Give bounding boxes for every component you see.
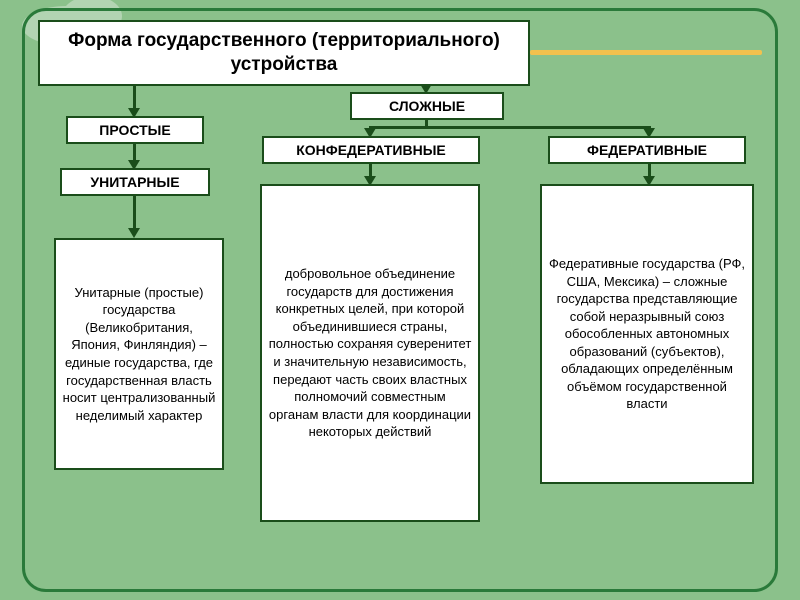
connector (370, 126, 650, 129)
confederative-desc-box: добровольное объединение государств для … (260, 184, 480, 522)
unitary-label: УНИТАРНЫЕ (90, 174, 179, 190)
confederative-label-box: КОНФЕДЕРАТИВНЫЕ (262, 136, 480, 164)
connector (133, 196, 136, 230)
federative-desc-box: Федеративные государства (РФ, США, Мекси… (540, 184, 754, 484)
unitary-desc: Унитарные (простые) государства (Великоб… (62, 284, 216, 424)
complex-label-box: СЛОЖНЫЕ (350, 92, 504, 120)
federative-desc: Федеративные государства (РФ, США, Мекси… (548, 255, 746, 413)
confederative-label: КОНФЕДЕРАТИВНЫЕ (296, 142, 446, 158)
title-text: Форма государственного (территориального… (46, 29, 522, 77)
title-box: Форма государственного (территориального… (38, 20, 530, 86)
unitary-label-box: УНИТАРНЫЕ (60, 168, 210, 196)
federative-label: ФЕДЕРАТИВНЫЕ (587, 142, 707, 158)
connector (425, 120, 428, 128)
arrow-down-icon (128, 228, 140, 238)
accent-line (530, 50, 762, 55)
simple-label-box: ПРОСТЫЕ (66, 116, 204, 144)
unitary-desc-box: Унитарные (простые) государства (Великоб… (54, 238, 224, 470)
federative-label-box: ФЕДЕРАТИВНЫЕ (548, 136, 746, 164)
complex-label: СЛОЖНЫЕ (389, 98, 465, 114)
connector (133, 86, 136, 110)
simple-label: ПРОСТЫЕ (99, 122, 170, 138)
confederative-desc: добровольное объединение государств для … (268, 265, 472, 440)
